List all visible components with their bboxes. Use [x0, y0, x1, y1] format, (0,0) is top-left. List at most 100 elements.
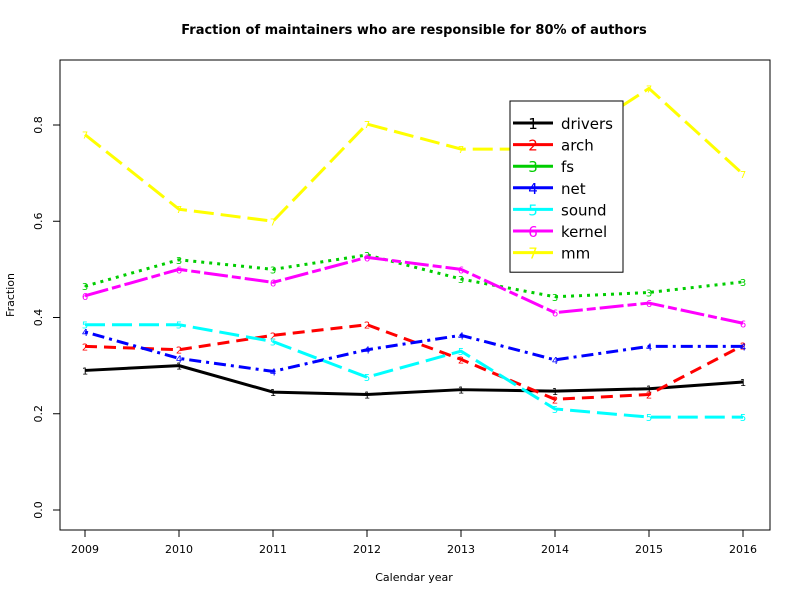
data-point-drivers: 1 — [270, 388, 276, 399]
data-point-sound: 5 — [82, 321, 88, 332]
legend-label: arch — [561, 137, 594, 155]
data-point-net: 4 — [740, 342, 746, 353]
legend-label: net — [561, 180, 586, 198]
data-point-kernel: 6 — [364, 253, 370, 264]
legend-label: drivers — [561, 115, 613, 133]
data-point-fs: 3 — [646, 288, 652, 299]
y-tick-label: 0.2 — [32, 405, 45, 423]
legend-item-arch: 2 arch — [513, 137, 594, 155]
data-point-kernel: 6 — [82, 292, 88, 303]
legend-marker: 1 — [528, 115, 538, 133]
data-point-kernel: 6 — [646, 299, 652, 310]
data-point-arch: 2 — [82, 342, 88, 353]
data-point-net: 4 — [552, 356, 558, 367]
x-tick-label: 2016 — [729, 543, 757, 556]
series-line-kernel — [84, 255, 744, 325]
data-point-sound: 5 — [176, 321, 182, 332]
legend-label: kernel — [561, 223, 607, 241]
x-axis: 2009 2010 2011 2012 2013 2014 2015 2016 — [71, 529, 757, 556]
x-tick-label: 2010 — [165, 543, 193, 556]
legend-marker: 4 — [528, 180, 538, 198]
data-point-arch: 2 — [646, 391, 652, 402]
y-tick-label: 0.4 — [32, 309, 45, 327]
data-point-fs: 3 — [552, 293, 558, 304]
data-point-net: 4 — [458, 331, 464, 342]
data-point-kernel: 6 — [458, 265, 464, 276]
data-point-arch: 2 — [740, 341, 746, 352]
series-sound: 5 5 5 5 5 5 5 5 — [82, 321, 746, 424]
legend-item-kernel: 6 kernel — [513, 223, 607, 241]
legend-marker: 7 — [528, 245, 538, 263]
legend-marker: 3 — [528, 158, 538, 176]
data-point-mm: 7 — [458, 145, 464, 156]
data-point-net: 4 — [364, 346, 370, 357]
legend-item-fs: 3 fs — [513, 158, 574, 176]
data-point-mm: 7 — [176, 205, 182, 216]
x-tick-label: 2011 — [259, 543, 287, 556]
series-line-net — [84, 330, 743, 373]
data-point-mm: 7 — [82, 131, 88, 142]
legend-marker: 2 — [528, 137, 538, 155]
series-line-mm — [84, 86, 745, 223]
data-point-drivers: 1 — [646, 385, 652, 396]
legend-item-mm: 7 mm — [513, 245, 590, 263]
data-point-fs: 3 — [82, 282, 88, 293]
legend-label: mm — [561, 245, 590, 263]
data-point-mm: 7 — [740, 170, 746, 181]
data-point-drivers: 1 — [176, 362, 182, 373]
data-point-fs: 3 — [740, 278, 746, 289]
data-point-fs: 3 — [270, 265, 276, 276]
data-point-kernel: 6 — [552, 309, 558, 320]
x-tick-label: 2013 — [447, 543, 475, 556]
data-point-fs: 3 — [458, 275, 464, 286]
y-tick-label: 0.0 — [32, 501, 45, 519]
y-axis: 0.0 0.2 0.4 0.6 0.8 — [32, 116, 61, 519]
data-point-drivers: 1 — [740, 378, 746, 389]
data-point-sound: 5 — [270, 338, 276, 349]
data-point-kernel: 6 — [176, 265, 182, 276]
data-point-arch: 2 — [270, 331, 276, 342]
chart-title: Fraction of maintainers who are responsi… — [181, 23, 647, 38]
data-point-arch: 2 — [364, 321, 370, 332]
data-point-drivers: 1 — [552, 387, 558, 398]
data-point-mm: 7 — [270, 217, 276, 228]
data-point-net: 4 — [646, 342, 652, 353]
data-point-sound: 5 — [646, 413, 652, 424]
data-point-arch: 2 — [458, 355, 464, 366]
y-axis-label: Fraction — [4, 273, 17, 317]
legend-item-net: 4 net — [513, 180, 586, 198]
data-point-drivers: 1 — [458, 386, 464, 397]
series-line-drivers — [84, 364, 744, 396]
x-tick-label: 2015 — [635, 543, 663, 556]
plot-frame — [59, 59, 771, 531]
x-tick-label: 2009 — [71, 543, 99, 556]
data-point-fs: 3 — [176, 256, 182, 267]
x-tick-label: 2014 — [541, 543, 569, 556]
data-point-drivers: 1 — [82, 366, 88, 377]
data-point-sound: 5 — [552, 405, 558, 416]
x-axis-label: Calendar year — [375, 571, 453, 584]
series-net: 4 4 4 4 4 4 4 4 — [82, 328, 746, 378]
legend-label: sound — [561, 201, 607, 219]
series-mm: 77777777 — [82, 84, 746, 228]
y-tick-label: 0.6 — [32, 213, 45, 231]
legend: 1 drivers 2 arch 3 fs 4 net 5 sound 6 kernel 7 mm — [509, 100, 624, 273]
legend-label: fs — [561, 158, 574, 176]
data-point-arch: 2 — [176, 346, 182, 357]
legend-item-drivers: 1 drivers — [513, 115, 613, 133]
data-point-net: 4 — [270, 367, 276, 378]
data-point-kernel: 6 — [740, 319, 746, 330]
data-point-mm: 7 — [364, 120, 370, 131]
data-point-arch: 2 — [552, 395, 558, 406]
data-point-sound: 5 — [458, 347, 464, 358]
x-tick-label: 2012 — [353, 543, 381, 556]
data-point-kernel: 6 — [270, 278, 276, 289]
series-kernel: 6 6 6 6 6 6 6 6 — [82, 253, 746, 330]
data-point-sound: 5 — [364, 373, 370, 384]
series-drivers: 1 1 1 1 1 1 1 1 — [82, 362, 746, 402]
series-line-sound — [85, 323, 743, 419]
data-point-net: 4 — [82, 328, 88, 339]
